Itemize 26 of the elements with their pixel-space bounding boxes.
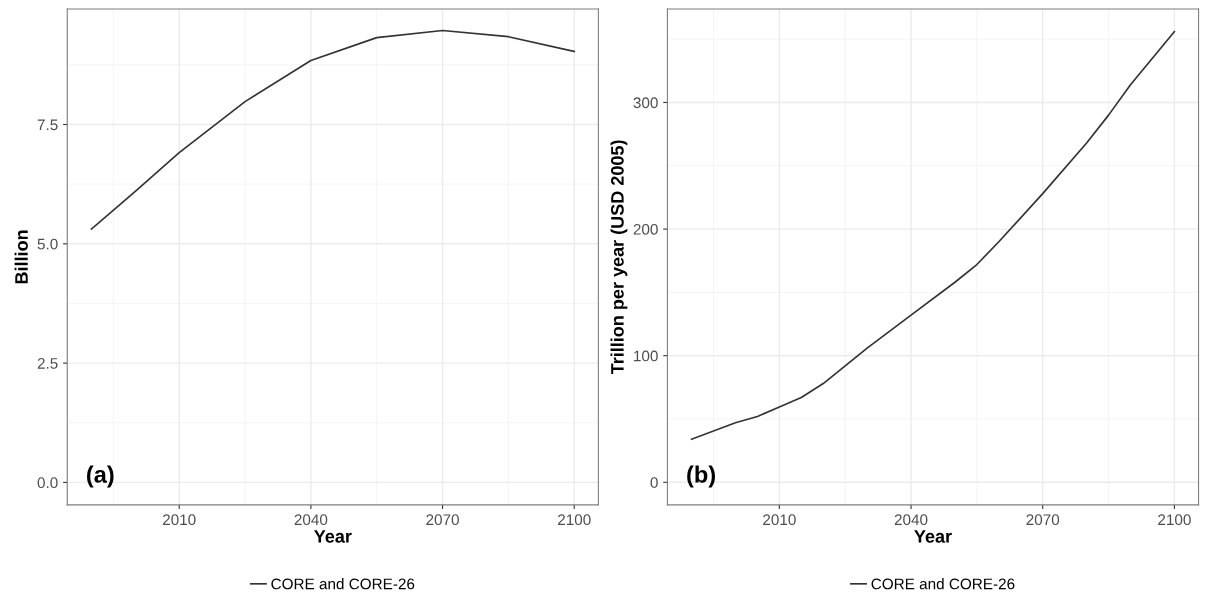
- legend-label: CORE and CORE-26: [871, 578, 1015, 590]
- x-tick-label: 2010: [763, 514, 796, 526]
- y-tick-label: 0.0: [37, 477, 58, 489]
- y-axis-title: Billion: [14, 230, 28, 284]
- y-tick-label: 7.5: [37, 119, 58, 131]
- y-tick-label: 100: [634, 350, 658, 362]
- x-axis-title: Year: [314, 530, 352, 543]
- x-tick-label: 2070: [1026, 514, 1060, 526]
- x-tick-label: 2040: [294, 514, 328, 526]
- legend-label: CORE and CORE-26: [271, 578, 415, 590]
- y-tick-label: 0: [650, 477, 658, 488]
- y-tick-label: 2.5: [37, 357, 58, 369]
- x-tick-label: 2100: [558, 514, 591, 526]
- x-tick-label: 2010: [162, 514, 196, 526]
- y-tick-label: 5.0: [37, 238, 58, 250]
- annotation: (b): [687, 465, 715, 488]
- y-tick-label: 300: [633, 97, 658, 109]
- x-tick-label: 2100: [1158, 514, 1191, 526]
- annotation: (a): [87, 465, 114, 488]
- y-tick-label: 200: [633, 223, 658, 235]
- line-series: [90, 29, 576, 230]
- x-axis-title: Year: [914, 530, 952, 543]
- x-tick-label: 2040: [894, 514, 928, 526]
- y-axis-title: Trillion per year (USD 2005): [610, 140, 628, 375]
- x-tick-label: 2070: [426, 514, 459, 526]
- line-series: [690, 30, 1176, 441]
